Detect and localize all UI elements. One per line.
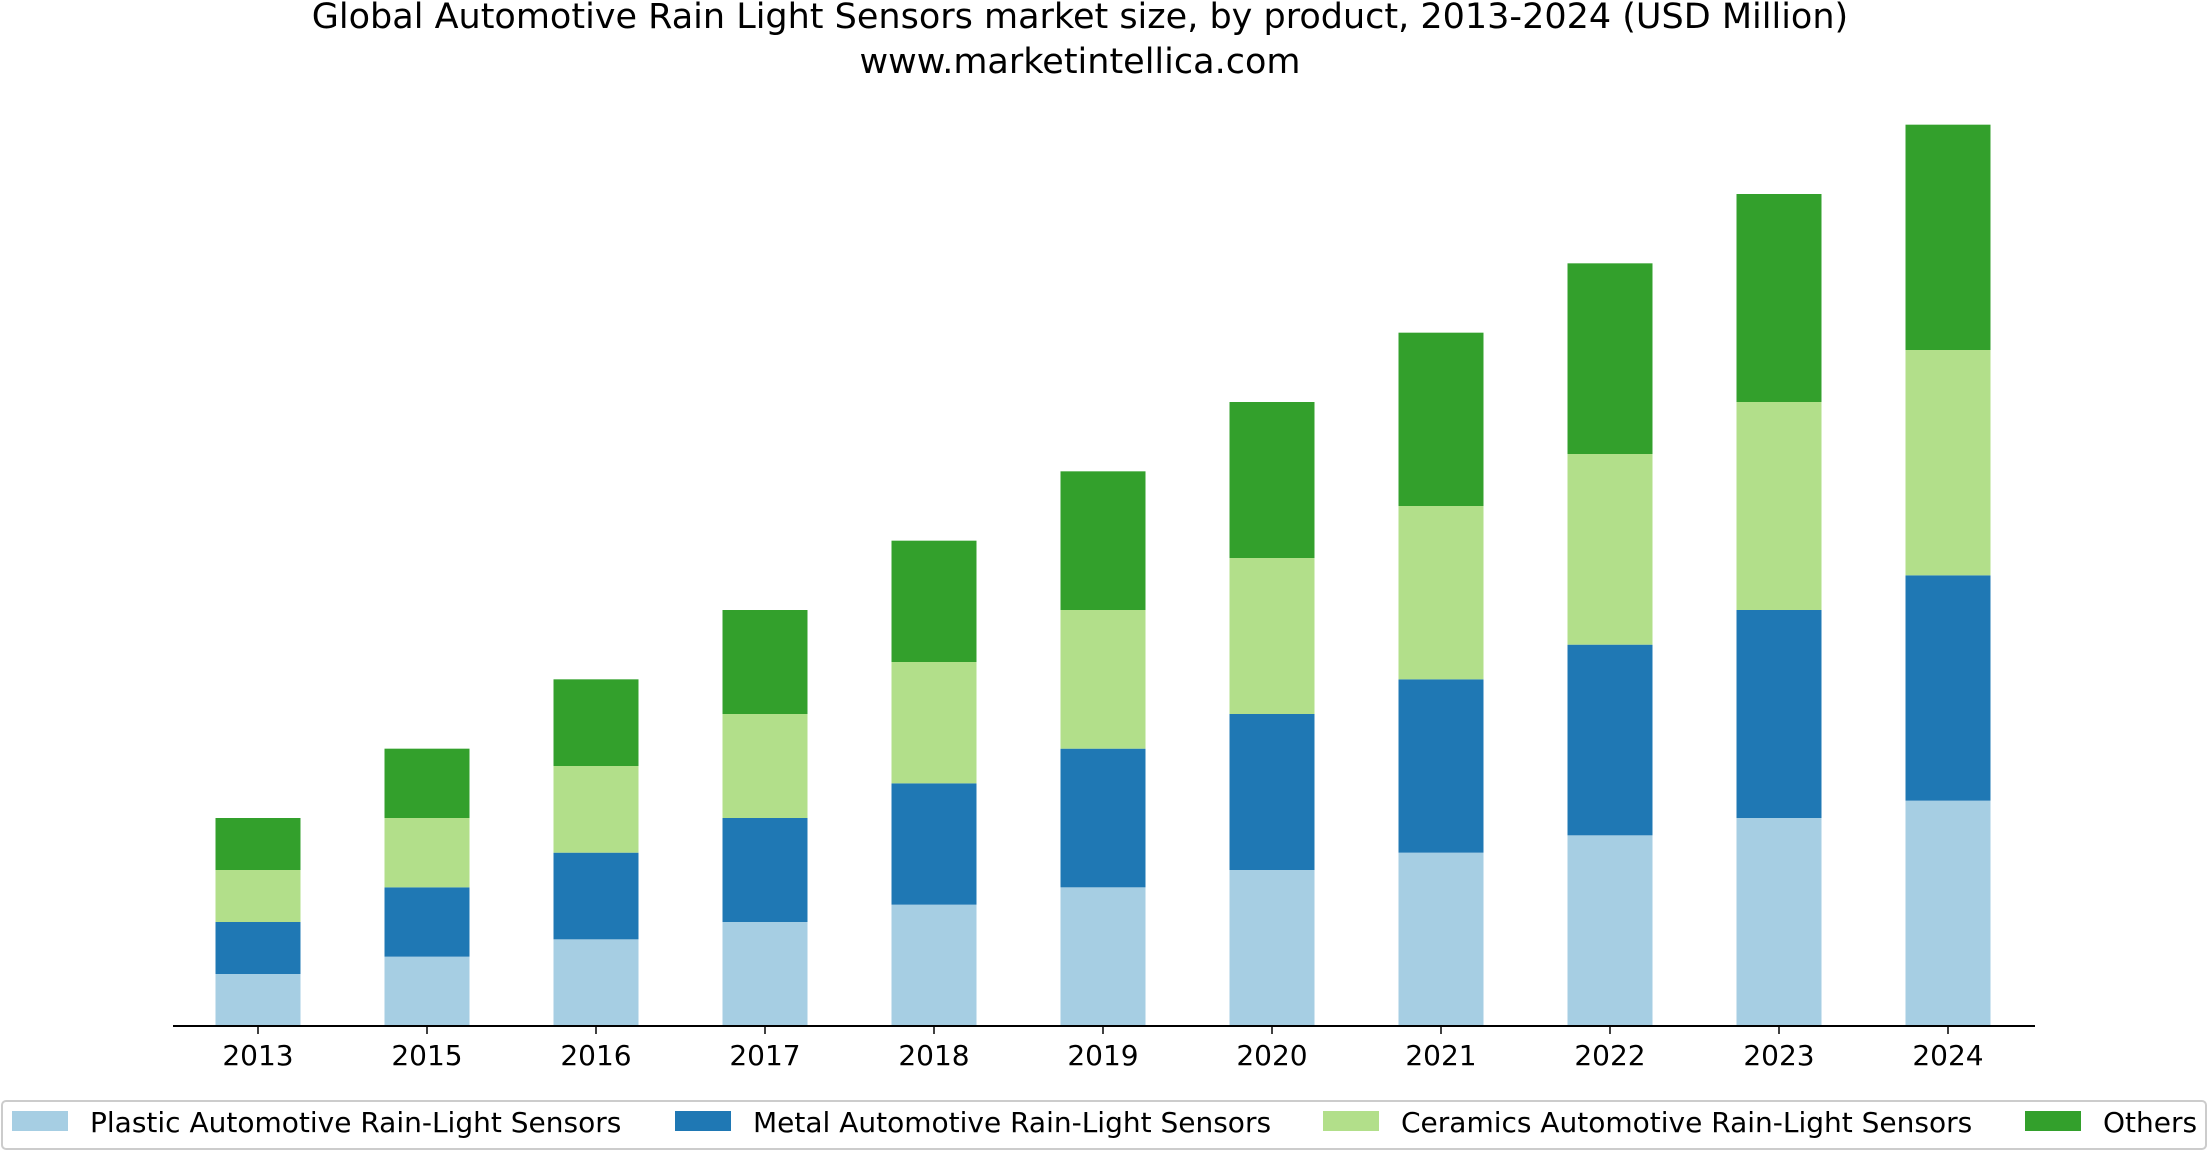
bar-segment-2016-series-1 xyxy=(553,939,639,1026)
x-tick-label-2016: 2016 xyxy=(560,1039,631,1072)
legend-label-1: Plastic Automotive Rain-Light Sensors xyxy=(90,1106,621,1139)
x-axis-ticks: 2013 2015 2016 2017 2018 2019 2020 2021 2022 2023… xyxy=(222,1026,1984,1072)
legend-swatch-1 xyxy=(12,1111,68,1131)
legend-label-4: Others xyxy=(2103,1106,2197,1139)
bar-segment-2013-series-1 xyxy=(215,974,301,1026)
legend-swatch-4 xyxy=(2025,1111,2081,1131)
x-tick-label-2020: 2020 xyxy=(1236,1039,1307,1072)
x-tick-label-2024: 2024 xyxy=(1912,1039,1983,1072)
legend-label-2: Metal Automotive Rain-Light Sensors xyxy=(753,1106,1271,1139)
bar-segment-2024-series-4 xyxy=(1905,124,1991,350)
bar-segment-2020-series-3 xyxy=(1229,558,1315,714)
bar-segment-2022-series-2 xyxy=(1567,644,1653,836)
bar-segment-2020-series-4 xyxy=(1229,402,1315,558)
bar-segment-2017-series-4 xyxy=(722,610,808,714)
bar-segment-2017-series-3 xyxy=(722,714,808,818)
bar-segment-2021-series-3 xyxy=(1398,506,1484,680)
x-tick-label-2015: 2015 xyxy=(391,1039,462,1072)
bar-segment-2018-series-4 xyxy=(891,540,977,662)
bars-group xyxy=(215,124,1991,1026)
x-tick-label-2021: 2021 xyxy=(1405,1039,1476,1072)
x-tick-label-2013: 2013 xyxy=(222,1039,293,1072)
bar-segment-2018-series-2 xyxy=(891,783,977,905)
bar-segment-2022-series-4 xyxy=(1567,263,1653,454)
bar-segment-2020-series-1 xyxy=(1229,870,1315,1026)
x-tick-label-2017: 2017 xyxy=(729,1039,800,1072)
bar-segment-2015-series-1 xyxy=(384,956,470,1026)
bar-segment-2015-series-3 xyxy=(384,818,470,888)
bar-segment-2018-series-3 xyxy=(891,662,977,784)
bar-segment-2016-series-3 xyxy=(553,766,639,853)
legend-swatch-3 xyxy=(1323,1111,1379,1131)
legend-label-3: Ceramics Automotive Rain-Light Sensors xyxy=(1401,1106,1972,1139)
bar-segment-2022-series-3 xyxy=(1567,454,1653,645)
bar-segment-2024-series-3 xyxy=(1905,350,1991,576)
bar-segment-2013-series-4 xyxy=(215,818,301,870)
bar-segment-2017-series-1 xyxy=(722,922,808,1026)
bar-segment-2016-series-4 xyxy=(553,679,639,766)
x-tick-label-2019: 2019 xyxy=(1067,1039,1138,1072)
x-tick-label-2023: 2023 xyxy=(1743,1039,1814,1072)
bar-segment-2021-series-2 xyxy=(1398,679,1484,853)
bar-segment-2023-series-3 xyxy=(1736,402,1822,610)
x-tick-label-2022: 2022 xyxy=(1574,1039,1645,1072)
bar-segment-2024-series-1 xyxy=(1905,800,1991,1026)
bar-segment-2024-series-2 xyxy=(1905,575,1991,801)
bar-segment-2019-series-1 xyxy=(1060,887,1146,1026)
bar-segment-2023-series-1 xyxy=(1736,818,1822,1026)
bar-segment-2019-series-4 xyxy=(1060,471,1146,610)
bar-segment-2023-series-4 xyxy=(1736,194,1822,402)
bar-segment-2015-series-2 xyxy=(384,887,470,957)
bar-segment-2016-series-2 xyxy=(553,852,639,940)
bar-segment-2021-series-1 xyxy=(1398,852,1484,1026)
bar-segment-2013-series-3 xyxy=(215,870,301,922)
chart-subtitle: www.marketintellica.com xyxy=(860,42,1301,82)
legend: Plastic Automotive Rain-Light Sensors Met… xyxy=(1,1100,2207,1150)
bar-segment-2019-series-2 xyxy=(1060,748,1146,888)
bar-segment-2018-series-1 xyxy=(891,904,977,1026)
bar-segment-2015-series-4 xyxy=(384,748,470,818)
legend-swatch-2 xyxy=(675,1111,731,1131)
bar-segment-2013-series-2 xyxy=(215,922,301,974)
bar-segment-2023-series-2 xyxy=(1736,610,1822,818)
bar-segment-2022-series-1 xyxy=(1567,835,1653,1026)
bar-segment-2021-series-4 xyxy=(1398,332,1484,506)
bar-segment-2019-series-3 xyxy=(1060,610,1146,749)
bar-segment-2020-series-2 xyxy=(1229,714,1315,870)
bar-segment-2017-series-2 xyxy=(722,818,808,922)
legend-frame xyxy=(1,1100,2207,1150)
chart-title: Global Automotive Rain Light Sensors mar… xyxy=(312,0,1848,37)
x-tick-label-2018: 2018 xyxy=(898,1039,969,1072)
